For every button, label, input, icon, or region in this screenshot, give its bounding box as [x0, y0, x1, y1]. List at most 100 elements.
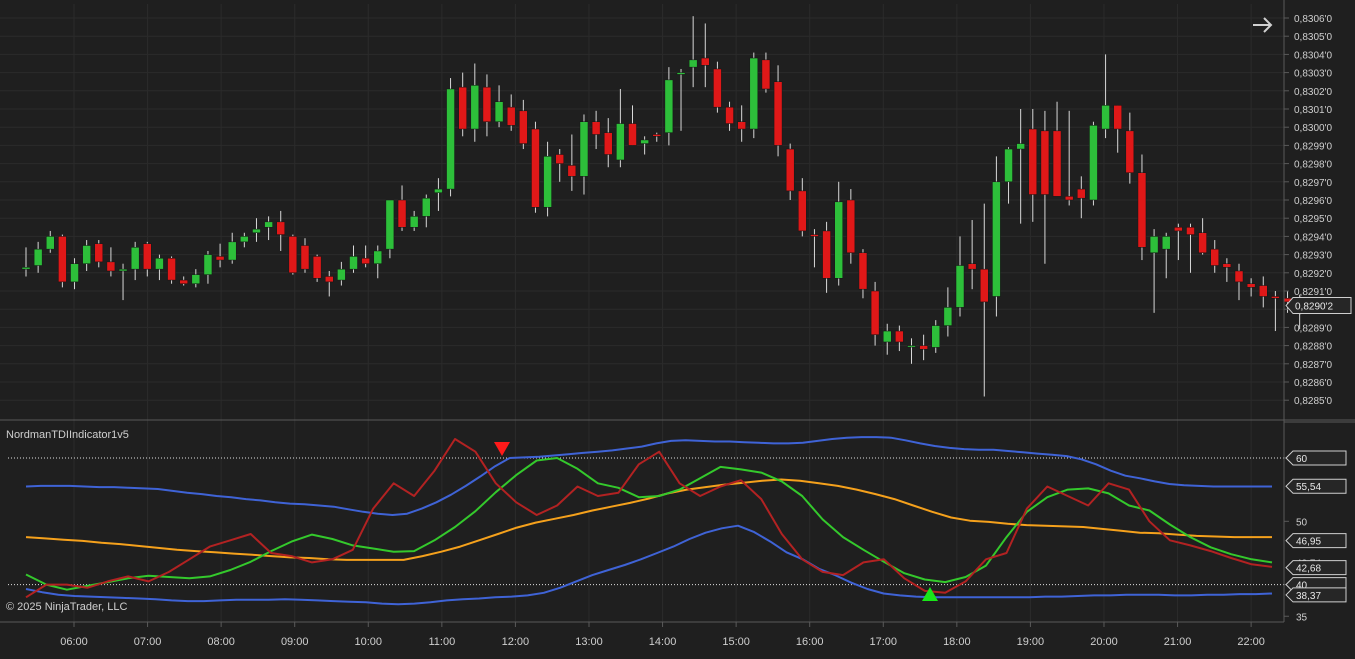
- bullish-candle-body: [664, 79, 674, 133]
- candle: [409, 210, 419, 231]
- candle: [179, 276, 188, 286]
- candle: [858, 249, 868, 299]
- candle: [82, 240, 91, 271]
- candle: [252, 218, 261, 242]
- candle: [822, 221, 831, 293]
- bearish-candle-body: [300, 245, 310, 270]
- bearish-candle-body: [1077, 188, 1086, 199]
- price-tick-label: 0,8296'0: [1294, 196, 1332, 207]
- bearish-candle-body: [531, 128, 540, 208]
- candle: [1089, 121, 1098, 206]
- price-tick-label: 0,8299'0: [1294, 141, 1332, 152]
- candle: [203, 250, 213, 284]
- candle: [46, 230, 55, 253]
- bearish-candle-body: [1186, 227, 1195, 235]
- candle: [349, 245, 358, 273]
- candle: [531, 121, 540, 213]
- bearish-candle-body: [870, 290, 880, 335]
- indicator-value-label: 38,37: [1296, 591, 1321, 602]
- bullish-candle-body: [155, 257, 164, 270]
- bearish-candle-body: [798, 190, 807, 232]
- candle: [713, 61, 722, 113]
- bearish-candle-body: [810, 234, 819, 237]
- candle: [907, 338, 916, 364]
- time-axis-label: 15:00: [722, 636, 750, 648]
- bearish-candle-body: [895, 330, 904, 343]
- price-tick-label: 0,8300'0: [1294, 123, 1332, 134]
- candle: [434, 178, 443, 211]
- candle: [482, 74, 492, 137]
- candle: [1174, 223, 1183, 261]
- candle: [676, 68, 686, 131]
- candle: [118, 263, 128, 301]
- time-axis-label: 12:00: [502, 636, 530, 648]
- bearish-candle-body: [967, 263, 977, 270]
- grid-lines: [0, 4, 1284, 622]
- bullish-candle-body: [749, 57, 759, 130]
- candle: [1186, 223, 1195, 273]
- bearish-candle-body: [919, 345, 928, 350]
- bullish-candle-body: [1016, 143, 1025, 150]
- bearish-candle-body: [737, 121, 746, 130]
- candle: [810, 229, 819, 268]
- candle: [664, 67, 674, 146]
- bearish-candle-body: [785, 148, 795, 192]
- bearish-candle-body: [1052, 130, 1062, 197]
- candle: [494, 85, 504, 128]
- bearish-candle-body: [58, 236, 67, 283]
- bearish-candle-body: [858, 252, 868, 290]
- bullish-candle-body: [82, 245, 91, 264]
- candle: [1004, 147, 1013, 204]
- price-tick-label: 0,8298'0: [1294, 160, 1332, 171]
- candle: [567, 134, 577, 191]
- candle: [106, 247, 116, 277]
- bearish-candle-body: [1271, 296, 1280, 299]
- candle: [506, 94, 516, 131]
- candle: [458, 72, 467, 137]
- bullish-candle-body: [33, 248, 43, 266]
- candle: [1125, 112, 1135, 184]
- indicator-value-label: 46,95: [1296, 537, 1321, 548]
- bullish-candle-body: [943, 307, 953, 326]
- bullish-candle-body: [434, 188, 443, 193]
- bullish-candle-body: [931, 325, 940, 348]
- candle: [785, 143, 795, 200]
- bullish-candle-body: [1004, 148, 1013, 183]
- bullish-candle-body: [882, 330, 892, 343]
- candle: [688, 16, 698, 88]
- indicator-line-band_lower: [25, 524, 1273, 606]
- time-axis-label: 18:00: [943, 636, 971, 648]
- indicator-value-label: 42,68: [1296, 564, 1321, 575]
- bearish-candle-body: [506, 106, 516, 126]
- bullish-candle-body: [446, 88, 455, 190]
- price-tick-label: 0,8306'0: [1294, 14, 1332, 25]
- candle: [361, 245, 370, 268]
- candle: [1210, 240, 1219, 273]
- candle: [155, 254, 164, 281]
- candle: [94, 240, 104, 268]
- candle: [1052, 101, 1062, 197]
- bearish-candle-body: [143, 243, 152, 270]
- bearish-candle-body: [1040, 130, 1050, 195]
- candle: [967, 220, 977, 290]
- bullish-candle-body: [1149, 236, 1159, 254]
- bearish-candle-body: [1113, 105, 1122, 130]
- time-axis-label: 17:00: [870, 636, 898, 648]
- candle: [1040, 110, 1050, 264]
- price-tick-label: 0,8286'0: [1294, 378, 1332, 389]
- candle: [288, 234, 298, 275]
- candle: [980, 203, 989, 397]
- sell-signal-marker: [494, 442, 510, 456]
- candle: [385, 199, 395, 259]
- candle: [895, 325, 904, 352]
- price-tick-label: 0,8289'0: [1294, 323, 1332, 334]
- bearish-candle-body: [652, 134, 662, 137]
- price-tick-label: 0,8292'0: [1294, 269, 1332, 280]
- time-axis-label: 06:00: [60, 636, 88, 648]
- indicator-lines: [8, 436, 1284, 606]
- candle: [555, 149, 564, 182]
- time-axis-label: 19:00: [1017, 636, 1045, 648]
- forward-navigation-button[interactable]: [1249, 12, 1277, 38]
